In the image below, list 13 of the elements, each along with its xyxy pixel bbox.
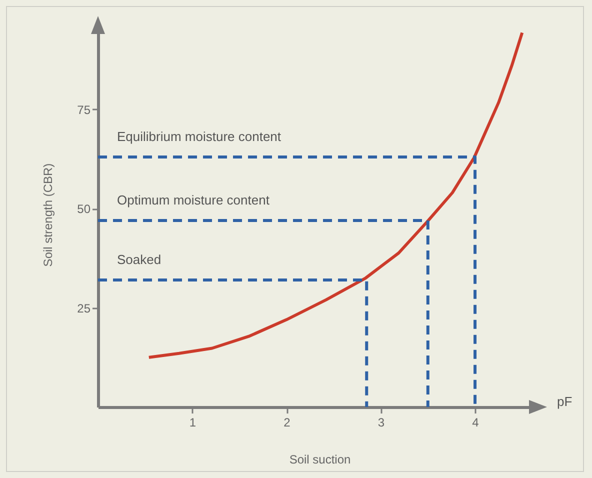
text: pF (557, 394, 572, 409)
y-tick-label: 75 (77, 102, 91, 117)
y-tick-label: 25 (77, 301, 91, 316)
x-tick-label: 4 (472, 416, 480, 430)
y-tick-label: 50 (77, 202, 91, 216)
x-axis-title: Soil suction (289, 452, 351, 466)
x-tick-label: 2 (284, 416, 291, 430)
x-tick-label: 3 (378, 416, 385, 430)
annotation: Soaked (117, 252, 162, 267)
y-axis-title: Soil strength (CBR) (41, 163, 56, 267)
x-tick-label: 1 (189, 416, 196, 430)
annotation: Equilibrium moisture content (117, 128, 282, 144)
annotation: Optimum moisture content (117, 192, 270, 208)
